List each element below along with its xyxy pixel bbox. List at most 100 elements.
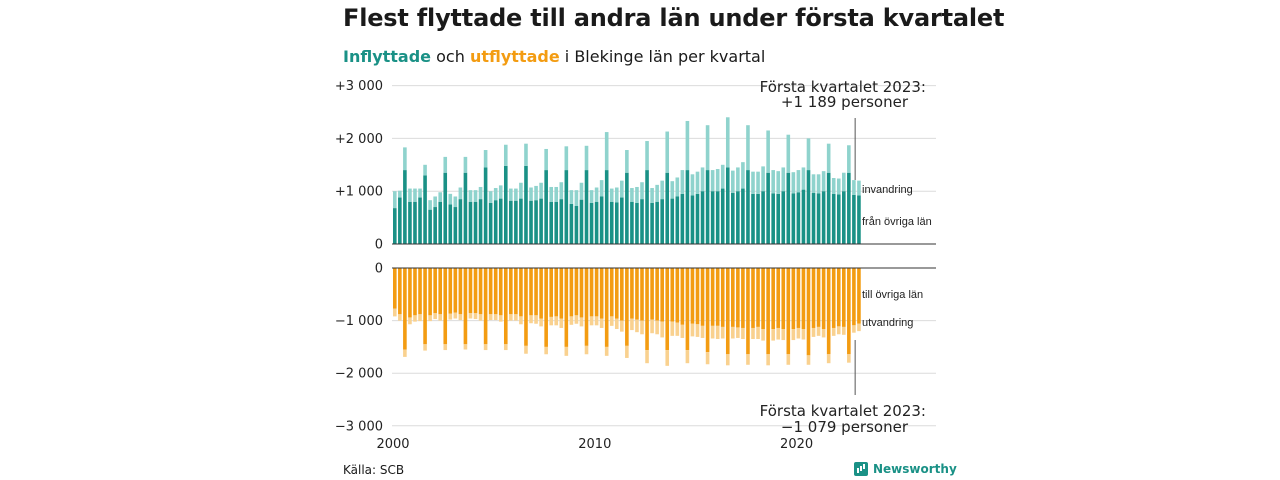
bar-outflow-emigration — [579, 317, 584, 327]
y-tick-label: −3 000 — [335, 419, 383, 434]
bar-inflow-other-lan — [821, 191, 826, 244]
bar-inflow-immigration — [594, 187, 599, 202]
bar-inflow-other-lan — [609, 201, 614, 244]
bar-outflow-other-lan — [700, 268, 705, 326]
bars — [393, 117, 861, 366]
subtitle-and: och — [436, 47, 465, 66]
bar-inflow-other-lan — [705, 170, 710, 244]
bar-inflow-other-lan — [564, 170, 569, 244]
bar-inflow-other-lan — [529, 200, 533, 244]
bar-outflow-other-lan — [534, 268, 538, 316]
bar-inflow-other-lan — [842, 191, 846, 244]
x-tick-label: 2020 — [780, 437, 813, 452]
bar-inflow-immigration — [635, 186, 639, 203]
bar-inflow-immigration — [398, 190, 402, 198]
bar-inflow-other-lan — [408, 201, 412, 244]
bar-inflow-immigration — [776, 171, 781, 194]
bar-outflow-emigration — [811, 327, 816, 337]
bar-outflow-other-lan — [614, 268, 619, 319]
bar-outflow-other-lan — [403, 268, 407, 350]
bar-inflow-immigration — [564, 146, 569, 171]
bar-inflow-other-lan — [826, 172, 831, 244]
bar-outflow-emigration — [675, 322, 680, 336]
bar-inflow-immigration — [796, 170, 801, 193]
bar-outflow-other-lan — [781, 268, 786, 330]
annotation-top-line1: Första kvartalet 2023: — [760, 78, 926, 96]
bar-outflow-emigration — [433, 313, 437, 320]
bar-outflow-emigration — [660, 321, 664, 338]
bar-outflow-other-lan — [791, 268, 796, 330]
bar-inflow-immigration — [549, 186, 553, 202]
bar-outflow-other-lan — [756, 268, 760, 327]
bar-outflow-other-lan — [458, 268, 463, 315]
bar-outflow-other-lan — [599, 268, 604, 319]
bar-outflow-other-lan — [715, 268, 720, 326]
bar-inflow-other-lan — [403, 170, 407, 244]
bar-outflow-emigration — [589, 316, 594, 326]
bar-inflow-other-lan — [509, 200, 513, 244]
bar-outflow-emigration — [514, 314, 518, 321]
brand-name: Newsworthy — [873, 462, 957, 476]
bar-inflow-other-lan — [544, 170, 548, 244]
bar-inflow-immigration — [640, 182, 644, 200]
bar-outflow-other-lan — [801, 268, 806, 330]
bar-outflow-other-lan — [811, 268, 816, 328]
bar-inflow-other-lan — [524, 165, 528, 244]
bar-outflow-other-lan — [539, 268, 543, 319]
bar-inflow-other-lan — [715, 191, 720, 244]
bar-outflow-other-lan — [503, 268, 508, 345]
bar-inflow-immigration — [403, 147, 407, 171]
bar-outflow-emigration — [458, 314, 463, 321]
bar-outflow-other-lan — [438, 268, 443, 315]
bar-inflow-immigration — [448, 193, 453, 205]
bar-inflow-other-lan — [811, 192, 816, 244]
bar-inflow-immigration — [690, 174, 695, 196]
bar-inflow-immigration — [620, 180, 624, 198]
bar-outflow-other-lan — [423, 268, 427, 345]
bar-inflow-other-lan — [816, 193, 821, 244]
bar-inflow-immigration — [589, 190, 594, 203]
bar-inflow-immigration — [680, 170, 685, 194]
bar-outflow-emigration — [725, 354, 730, 366]
bar-outflow-emigration — [700, 325, 705, 338]
bar-outflow-emigration — [836, 326, 841, 335]
bar-outflow-emigration — [393, 308, 397, 317]
bar-inflow-other-lan — [675, 196, 680, 244]
bar-outflow-other-lan — [847, 268, 851, 355]
bar-outflow-emigration — [710, 325, 715, 339]
bar-outflow-other-lan — [463, 268, 468, 345]
bar-inflow-immigration — [514, 188, 518, 201]
bar-inflow-other-lan — [428, 209, 432, 244]
bar-inflow-other-lan — [660, 199, 664, 244]
bar-outflow-other-lan — [680, 268, 685, 325]
bar-chart-icon — [854, 462, 868, 476]
bar-outflow-other-lan — [483, 268, 488, 345]
subtitle-rest: i Blekinge län per kvartal — [564, 47, 766, 66]
bar-inflow-other-lan — [478, 199, 483, 244]
bar-inflow-other-lan — [751, 193, 755, 244]
bar-inflow-other-lan — [847, 172, 851, 244]
source-note: Källa: SCB — [343, 463, 405, 477]
bar-outflow-emigration — [594, 316, 599, 326]
bar-inflow-other-lan — [393, 208, 397, 244]
bar-outflow-emigration — [483, 344, 488, 351]
bar-inflow-other-lan — [448, 204, 453, 244]
bar-outflow-emigration — [398, 314, 402, 321]
bar-inflow-immigration — [463, 156, 468, 173]
bar-outflow-emigration — [423, 344, 427, 351]
bar-outflow-other-lan — [393, 268, 397, 309]
bar-outflow-emigration — [690, 323, 695, 337]
bar-outflow-other-lan — [645, 268, 649, 351]
bar-outflow-emigration — [534, 315, 538, 324]
bar-inflow-immigration — [786, 134, 791, 173]
bar-outflow-emigration — [791, 329, 796, 341]
bar-inflow-other-lan — [781, 191, 786, 244]
bar-inflow-other-lan — [831, 193, 836, 244]
bar-inflow-immigration — [544, 148, 548, 171]
bar-outflow-emigration — [473, 313, 478, 320]
bar-outflow-emigration — [554, 316, 559, 326]
bar-outflow-other-lan — [771, 268, 775, 330]
bar-outflow-emigration — [463, 344, 468, 350]
bar-inflow-immigration — [579, 182, 584, 200]
bar-inflow-other-lan — [463, 172, 468, 244]
